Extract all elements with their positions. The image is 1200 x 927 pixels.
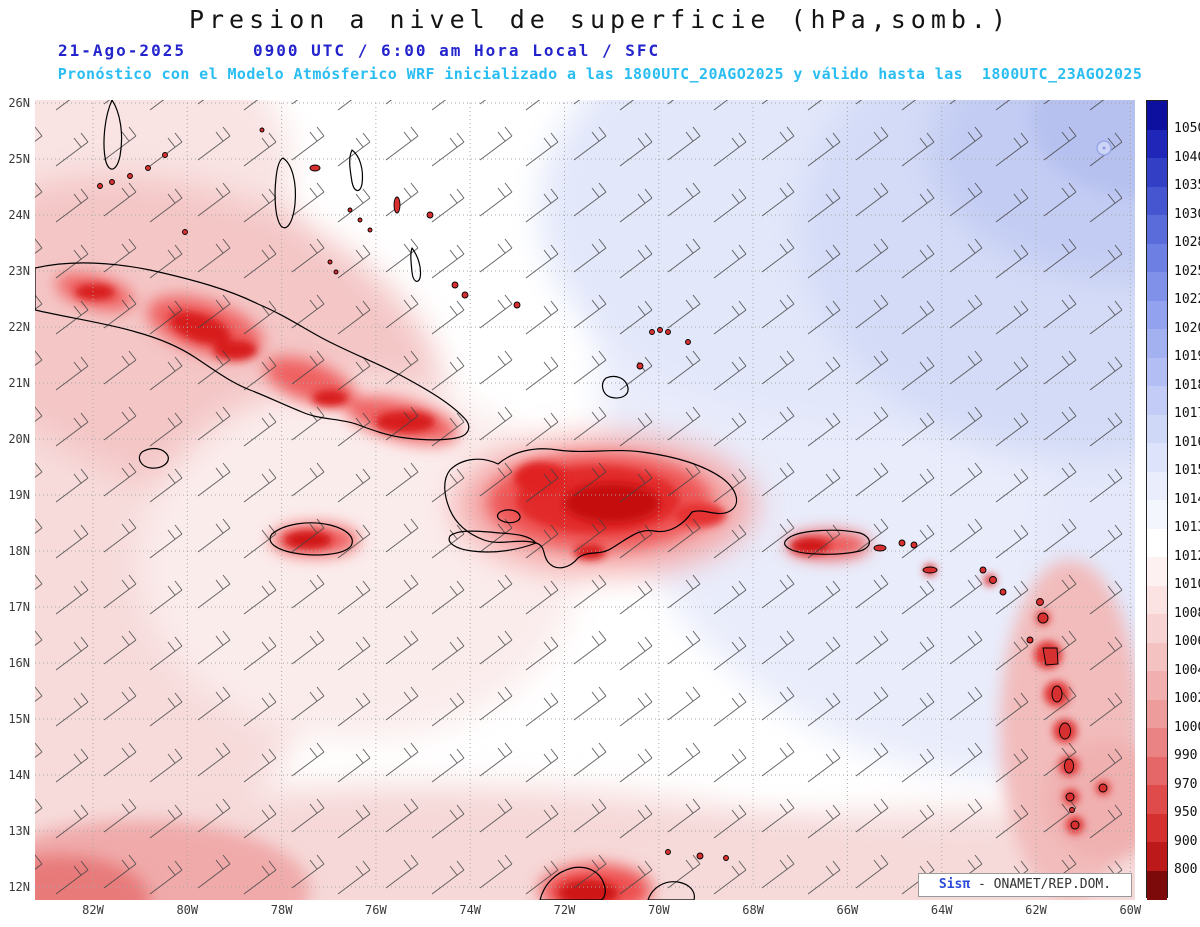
colorbar-segment bbox=[1147, 813, 1167, 843]
lat-tick-label: 19N bbox=[8, 488, 30, 502]
lat-tick-label: 17N bbox=[8, 600, 30, 614]
colorbar-segment bbox=[1147, 642, 1167, 672]
lon-tick-label: 74W bbox=[459, 903, 482, 917]
colorbar-segment bbox=[1147, 671, 1167, 700]
colorbar-segment bbox=[1147, 614, 1167, 643]
colorbar-tick-label: 990 bbox=[1174, 748, 1198, 763]
lat-tick-label: 20N bbox=[8, 432, 30, 446]
colorbar-segment bbox=[1147, 158, 1167, 187]
colorbar-tick-label: 1013 bbox=[1174, 520, 1200, 535]
colorbar-tick-label: 1015 bbox=[1174, 463, 1200, 478]
colorbar-segment bbox=[1147, 414, 1167, 444]
high-pressure-ring bbox=[1096, 140, 1112, 156]
page-title: Presion a nivel de superficie (hPa,somb.… bbox=[188, 5, 1012, 34]
colorbar-segment bbox=[1147, 528, 1167, 558]
lon-tick-label: 76W bbox=[365, 903, 387, 917]
colorbar-segment bbox=[1147, 300, 1167, 330]
colorbar-labels: 1050 1040 1035 1030 1028 1025 1022 1020 1019 1018… bbox=[1174, 100, 1200, 898]
lon-tick-label: 78W bbox=[270, 903, 293, 917]
colorbar bbox=[1146, 100, 1168, 900]
lat-tick-label: 16N bbox=[8, 656, 30, 670]
forecast-label: Pronóstico con el Modelo Atmósferico WRF… bbox=[57, 65, 1143, 83]
colorbar-segment bbox=[1147, 186, 1167, 216]
colorbar-segment bbox=[1147, 585, 1167, 615]
colorbar-tick-label: 1012 bbox=[1174, 548, 1200, 564]
colorbar-tick-label: 1022 bbox=[1174, 292, 1200, 307]
colorbar-segment bbox=[1147, 756, 1167, 786]
colorbar-tick-label: 1018 bbox=[1174, 377, 1200, 393]
colorbar-segment bbox=[1147, 842, 1167, 871]
lon-tick-label: 82W bbox=[82, 903, 104, 917]
colorbar-tick-label: 1006 bbox=[1174, 634, 1200, 649]
onamet-credit: - ONAMET/REP.DOM. bbox=[970, 877, 1112, 892]
colorbar-tick-label: 1004 bbox=[1174, 662, 1200, 678]
colorbar-tick-label: 1028 bbox=[1174, 235, 1200, 250]
colorbar-segment bbox=[1147, 785, 1167, 814]
lon-tick-label: 70W bbox=[647, 903, 670, 917]
colorbar-tick-label: 1014 bbox=[1174, 491, 1200, 507]
colorbar-segment bbox=[1147, 357, 1167, 387]
colorbar-segment bbox=[1147, 129, 1167, 159]
colorbar-tick-label: 1017 bbox=[1174, 406, 1200, 421]
wind-barbs-layer bbox=[35, 100, 1135, 900]
colorbar-tick-label: 1020 bbox=[1174, 320, 1200, 336]
lat-tick-label: 18N bbox=[8, 544, 30, 558]
colorbar-tick-label: 1002 bbox=[1174, 691, 1200, 706]
colorbar-segment bbox=[1147, 329, 1167, 358]
colorbar-segment bbox=[1147, 557, 1167, 586]
colorbar-tick-label: 1016 bbox=[1174, 434, 1200, 450]
lon-tick-label: 66W bbox=[836, 903, 859, 917]
lon-tick-label: 72W bbox=[553, 903, 576, 917]
colorbar-tick-label: 900 bbox=[1174, 833, 1198, 849]
coastlines-layer bbox=[35, 100, 870, 900]
colorbar-tick-label: 950 bbox=[1174, 805, 1198, 820]
colorbar-segment bbox=[1147, 272, 1167, 301]
colorbar-tick-label: 800 bbox=[1174, 862, 1198, 877]
time-label: 0900 UTC / 6:00 am Hora Local / SFC bbox=[253, 41, 661, 60]
colorbar-tick-label: 1008 bbox=[1174, 605, 1200, 621]
lat-tick-label: 21N bbox=[8, 376, 30, 390]
lon-tick-label: 60W bbox=[1119, 903, 1142, 917]
colorbar-tick-label: 1030 bbox=[1174, 206, 1200, 222]
date-label: 21-Ago-2025 bbox=[58, 41, 186, 60]
colorbar-tick-label: 1050 bbox=[1174, 121, 1200, 136]
lat-tick-label: 23N bbox=[8, 264, 30, 278]
lat-tick-label: 12N bbox=[8, 880, 30, 894]
colorbar-segment bbox=[1147, 500, 1167, 529]
colorbar-segment bbox=[1147, 471, 1167, 501]
lon-tick-label: 62W bbox=[1025, 903, 1047, 917]
lat-tick-label: 24N bbox=[8, 208, 30, 222]
colorbar-segment bbox=[1147, 699, 1167, 729]
lat-tick-label: 26N bbox=[8, 96, 30, 110]
colorbar-tick-label: 1019 bbox=[1174, 349, 1200, 364]
colorbar-segment bbox=[1147, 215, 1167, 244]
colorbar-segment bbox=[1147, 386, 1167, 415]
lat-tick-label: 15N bbox=[8, 712, 30, 726]
colorbar-segment bbox=[1147, 243, 1167, 273]
lon-tick-label: 68W bbox=[742, 903, 764, 917]
colorbar-tick-label: 1010 bbox=[1174, 577, 1200, 592]
colorbar-tick-label: 970 bbox=[1174, 776, 1198, 792]
lat-tick-label: 14N bbox=[8, 768, 30, 782]
colorbar-segment bbox=[1147, 870, 1167, 900]
colorbar-tick-label: 1000 bbox=[1174, 719, 1200, 735]
lat-tick-label: 22N bbox=[8, 320, 30, 334]
colorbar-segment bbox=[1147, 101, 1167, 130]
colorbar-segment bbox=[1147, 728, 1167, 757]
lon-tick-label: 80W bbox=[176, 903, 199, 917]
colorbar-tick-label: 1040 bbox=[1174, 149, 1200, 165]
colorbar-segment bbox=[1147, 443, 1167, 472]
colorbar-tick-label: 1025 bbox=[1174, 263, 1200, 279]
watermark: Sisπ - ONAMET/REP.DOM. bbox=[918, 873, 1132, 897]
sispi-logo: Sisπ bbox=[938, 877, 971, 892]
colorbar-tick-label: 1035 bbox=[1174, 178, 1200, 193]
lat-tick-label: 13N bbox=[8, 824, 30, 838]
lon-tick-label: 64W bbox=[930, 903, 953, 917]
lat-tick-label: 25N bbox=[8, 152, 30, 166]
small-islands-layer bbox=[97, 127, 1108, 861]
